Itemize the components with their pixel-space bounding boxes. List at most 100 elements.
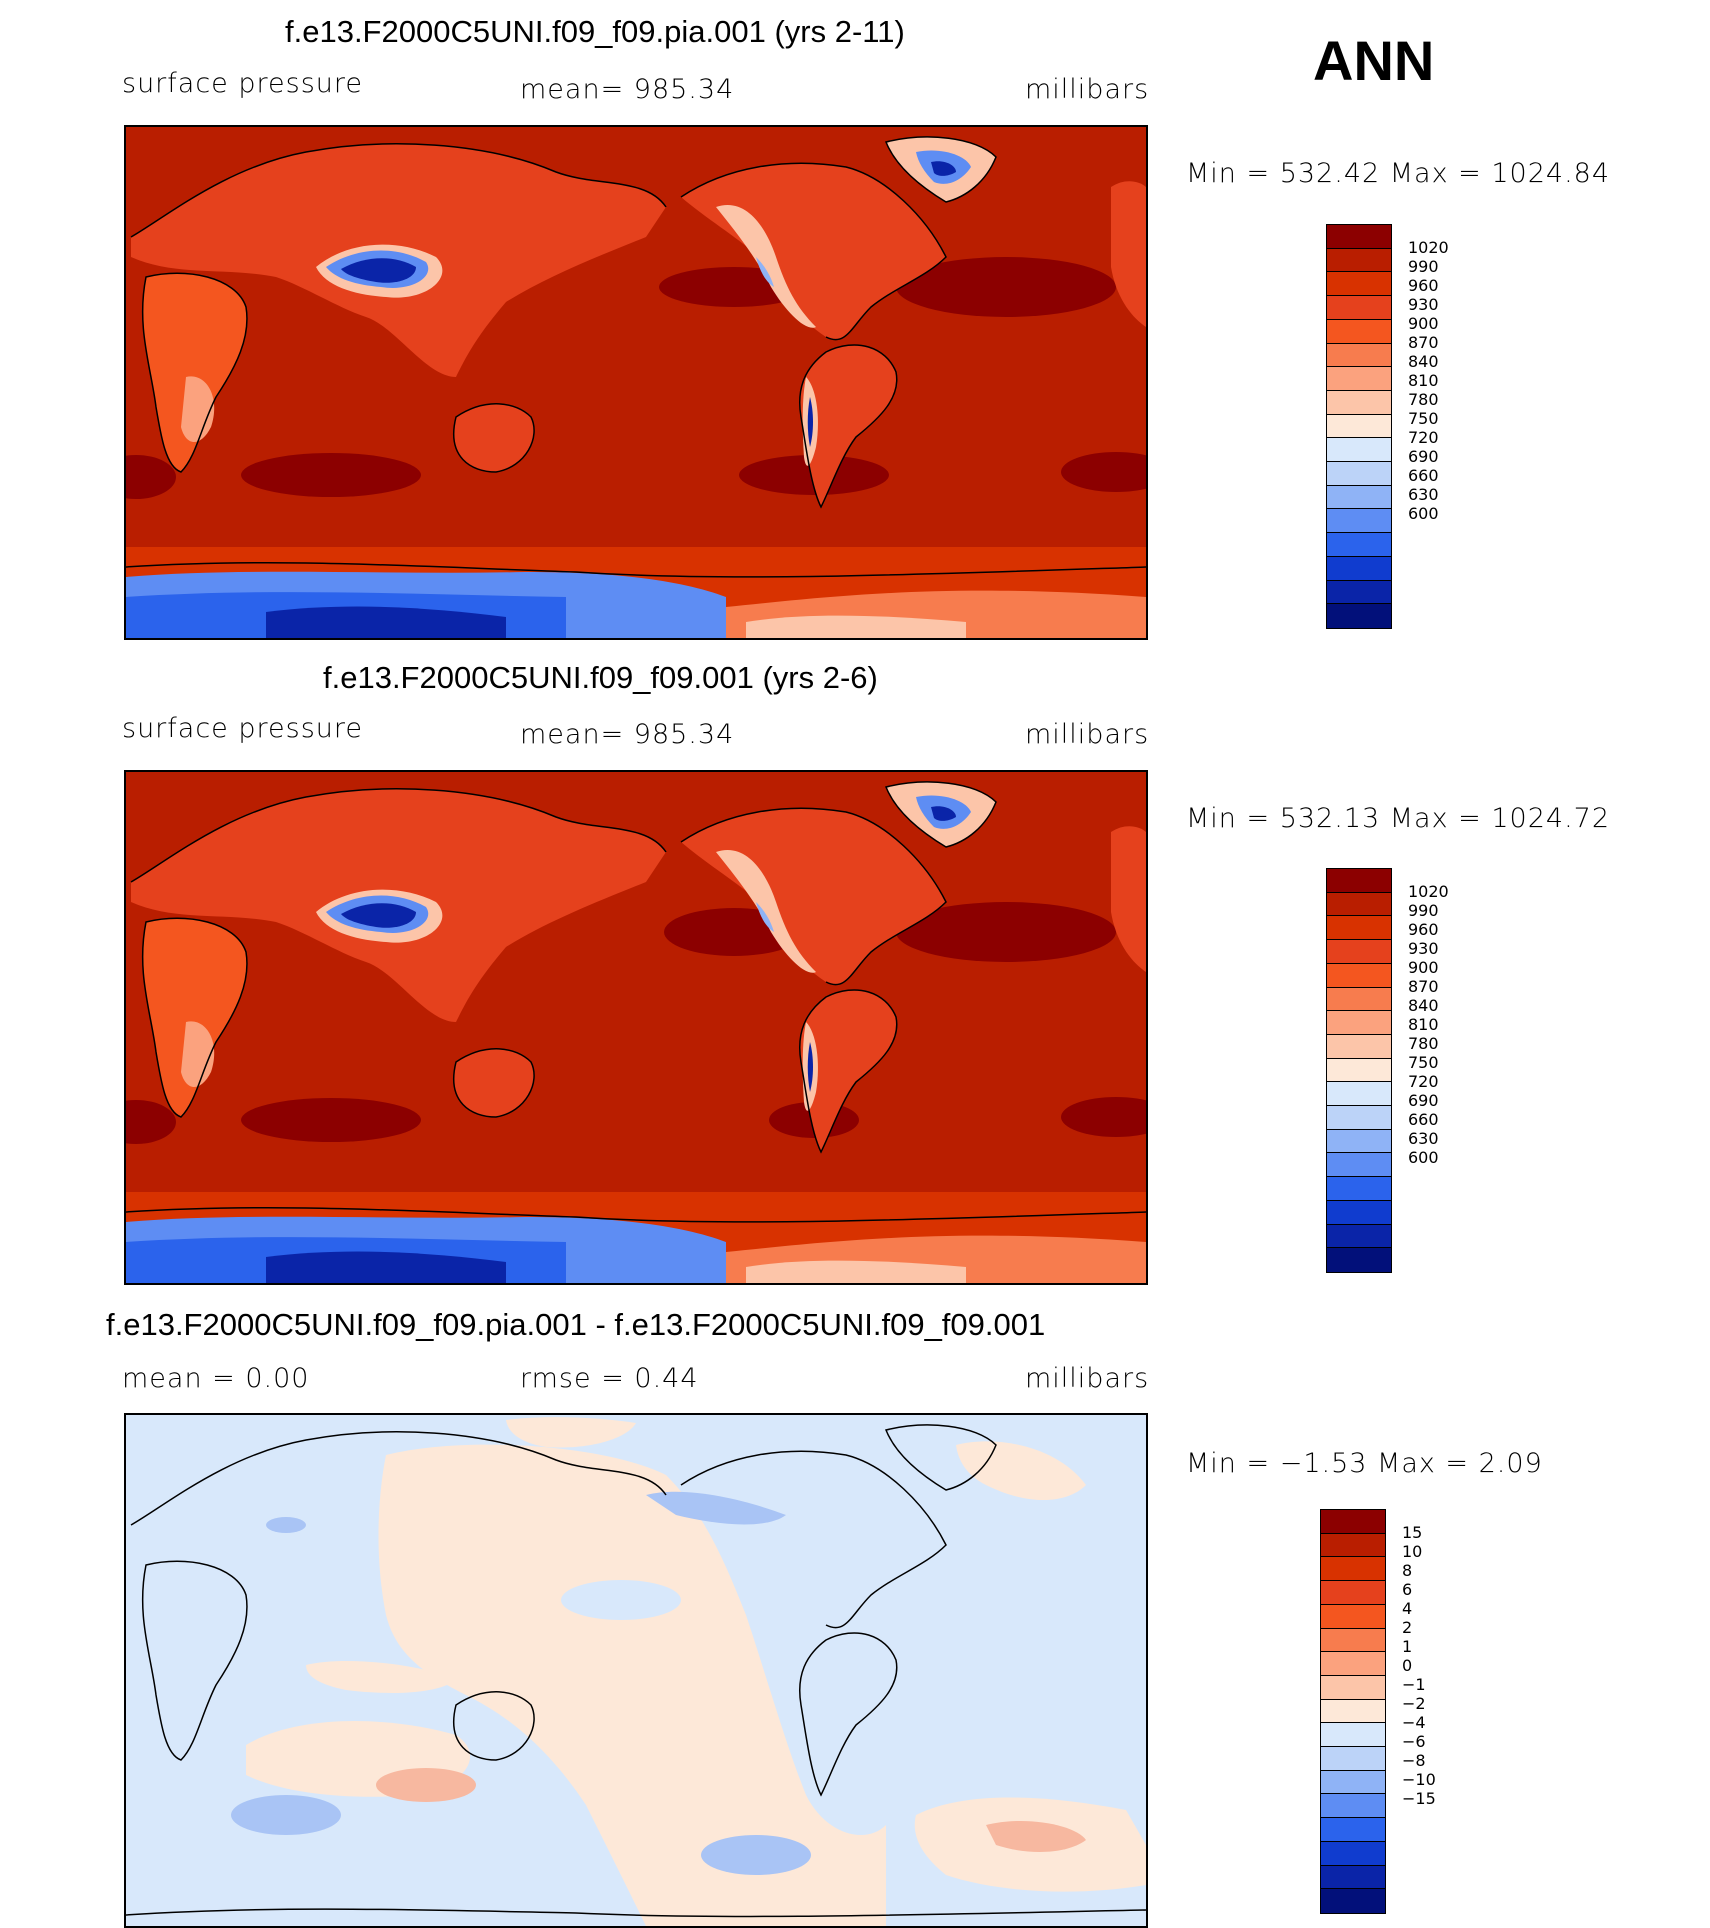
panel-2-high-south-indian [241, 1098, 421, 1142]
panel-2-colorbar-labels: 1020 990 960 930 900 870 840 810 780 750 720 690 660… [1408, 882, 1449, 1167]
colorbar-level-label: 690 [1408, 1091, 1439, 1110]
colorbar-segment [1327, 963, 1391, 988]
colorbar-level-label: −15 [1402, 1789, 1436, 1808]
panel-3-minmax-stats: Min = −1.53 Max = 2.09 [1186, 1448, 1543, 1479]
colorbar-level-label: 960 [1408, 920, 1439, 939]
colorbar-level-label: 960 [1408, 276, 1439, 295]
colorbar-segment [1327, 556, 1391, 581]
panel-2-map-svg [126, 772, 1146, 1283]
panel-1-high-south-indian [241, 453, 421, 497]
colorbar-segment [1327, 1248, 1391, 1272]
colorbar-segment [1327, 916, 1391, 941]
panel-2-africa [142, 918, 247, 1117]
panel-3-units-label: millibars [1025, 1363, 1150, 1394]
colorbar-segment [1327, 1177, 1391, 1201]
colorbar-level-label: 630 [1408, 485, 1439, 504]
colorbar-level-label: 990 [1408, 901, 1439, 920]
colorbar-segment [1327, 1082, 1391, 1107]
colorbar-level-label: −4 [1402, 1713, 1426, 1732]
panel-1-mean-label: mean= 985.34 [520, 74, 735, 105]
colorbar-segment [1327, 987, 1391, 1012]
panel-2-variable-label: surface pressure [122, 713, 363, 744]
panel-2-north-america [681, 808, 946, 985]
panel-1-africa [142, 273, 247, 472]
colorbar-level-label: 720 [1408, 1072, 1439, 1091]
colorbar-segment [1327, 272, 1391, 297]
colorbar-segment [1321, 1889, 1385, 1913]
colorbar-level-label: 10 [1402, 1542, 1423, 1561]
colorbar-level-label: −1 [1402, 1675, 1426, 1694]
colorbar-level-label: 8 [1402, 1561, 1413, 1580]
panel-3-coastlines [126, 1424, 1146, 1918]
colorbar-segment [1327, 343, 1391, 368]
colorbar-segment [1327, 1224, 1391, 1249]
colorbar-level-label: 990 [1408, 257, 1439, 276]
colorbar-segment [1327, 367, 1391, 391]
panel-1-variable-label: surface pressure [122, 68, 363, 99]
panel-1-coastlines [126, 136, 1146, 578]
colorbar-segment [1321, 1628, 1385, 1653]
colorbar-segment [1321, 1510, 1385, 1534]
colorbar-level-label: 780 [1408, 1034, 1439, 1053]
colorbar-segment [1321, 1770, 1385, 1795]
panel-3-colorbar-labels: 15 10 8 6 4 2 1 0 −1 −2 −4 −6 −8 −10 −15 [1402, 1523, 1436, 1808]
colorbar-segment [1321, 1865, 1385, 1890]
panel-1-map [124, 125, 1148, 640]
panel-1-units-label: millibars [1025, 74, 1150, 105]
panel-3-map-svg [126, 1415, 1146, 1926]
panel-2-colorbar [1326, 868, 1392, 1273]
colorbar-segment [1321, 1699, 1385, 1724]
colorbar-level-label: 810 [1408, 371, 1439, 390]
panel-3-negative-north-pacific [646, 1491, 786, 1525]
colorbar-level-label: 780 [1408, 390, 1439, 409]
season-label: ANN [1313, 29, 1435, 92]
panel-2-coastlines [126, 781, 1146, 1223]
colorbar-segment [1327, 1106, 1391, 1130]
panel-2-south-america [799, 989, 897, 1152]
panel-2-map [124, 770, 1148, 1285]
panel-1-minmax-stats: Min = 532.42 Max = 1024.84 [1186, 158, 1611, 189]
colorbar-level-label: 600 [1408, 504, 1439, 523]
colorbar-segment [1321, 1794, 1385, 1819]
colorbar-level-label: 840 [1408, 352, 1439, 371]
colorbar-segment [1327, 438, 1391, 463]
colorbar-segment [1327, 1058, 1391, 1083]
colorbar-segment [1327, 462, 1391, 486]
colorbar-level-label: 1020 [1408, 238, 1449, 257]
panel-3-title: f.e13.F2000C5UNI.f09_f09.pia.001 - f.e13… [106, 1307, 1046, 1342]
panel-2-minmax-stats: Min = 532.13 Max = 1024.72 [1186, 803, 1611, 834]
colorbar-level-label: 660 [1408, 466, 1439, 485]
panel-3-map [124, 1413, 1148, 1928]
colorbar-level-label: 900 [1408, 958, 1439, 977]
colorbar-segment [1327, 1034, 1391, 1059]
colorbar-segment [1327, 319, 1391, 344]
colorbar-segment [1327, 414, 1391, 439]
colorbar-segment [1327, 940, 1391, 964]
colorbar-level-label: 750 [1408, 409, 1439, 428]
panel-1-colorbar [1326, 224, 1392, 629]
colorbar-segment [1327, 1011, 1391, 1035]
colorbar-segment [1327, 580, 1391, 605]
colorbar-level-label: −10 [1402, 1770, 1436, 1789]
panel-3-colorbar [1320, 1509, 1386, 1914]
colorbar-segment [1321, 1581, 1385, 1605]
panel-3-mean-label: mean = 0.00 [122, 1363, 310, 1394]
panel-1-title: f.e13.F2000C5UNI.f09_f09.pia.001 (yrs 2-… [285, 14, 905, 49]
colorbar-segment [1327, 296, 1391, 320]
colorbar-level-label: 870 [1408, 333, 1439, 352]
panel-1-tibetan-plateau [341, 258, 416, 283]
colorbar-segment [1327, 533, 1391, 557]
colorbar-segment [1327, 892, 1391, 917]
colorbar-segment [1321, 1675, 1385, 1700]
panel-1-north-america [681, 163, 946, 340]
panel-1-map-svg [126, 127, 1146, 638]
colorbar-segment [1327, 869, 1391, 893]
colorbar-level-label: 660 [1408, 1110, 1439, 1129]
colorbar-level-label: 4 [1402, 1599, 1413, 1618]
colorbar-segment [1327, 1200, 1391, 1225]
colorbar-segment [1321, 1557, 1385, 1582]
colorbar-segment [1327, 509, 1391, 534]
colorbar-segment [1327, 225, 1391, 249]
colorbar-level-label: −6 [1402, 1732, 1426, 1751]
colorbar-level-label: 690 [1408, 447, 1439, 466]
